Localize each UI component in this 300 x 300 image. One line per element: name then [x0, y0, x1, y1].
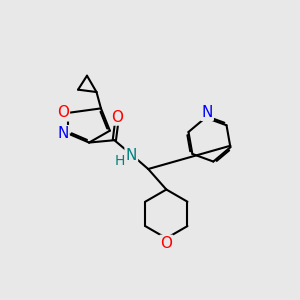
Text: N: N: [126, 148, 137, 163]
Text: O: O: [160, 236, 172, 251]
Text: N: N: [57, 126, 69, 141]
Text: N: N: [201, 105, 213, 120]
Text: O: O: [111, 110, 123, 124]
Text: H: H: [115, 154, 125, 168]
Text: O: O: [57, 105, 69, 120]
